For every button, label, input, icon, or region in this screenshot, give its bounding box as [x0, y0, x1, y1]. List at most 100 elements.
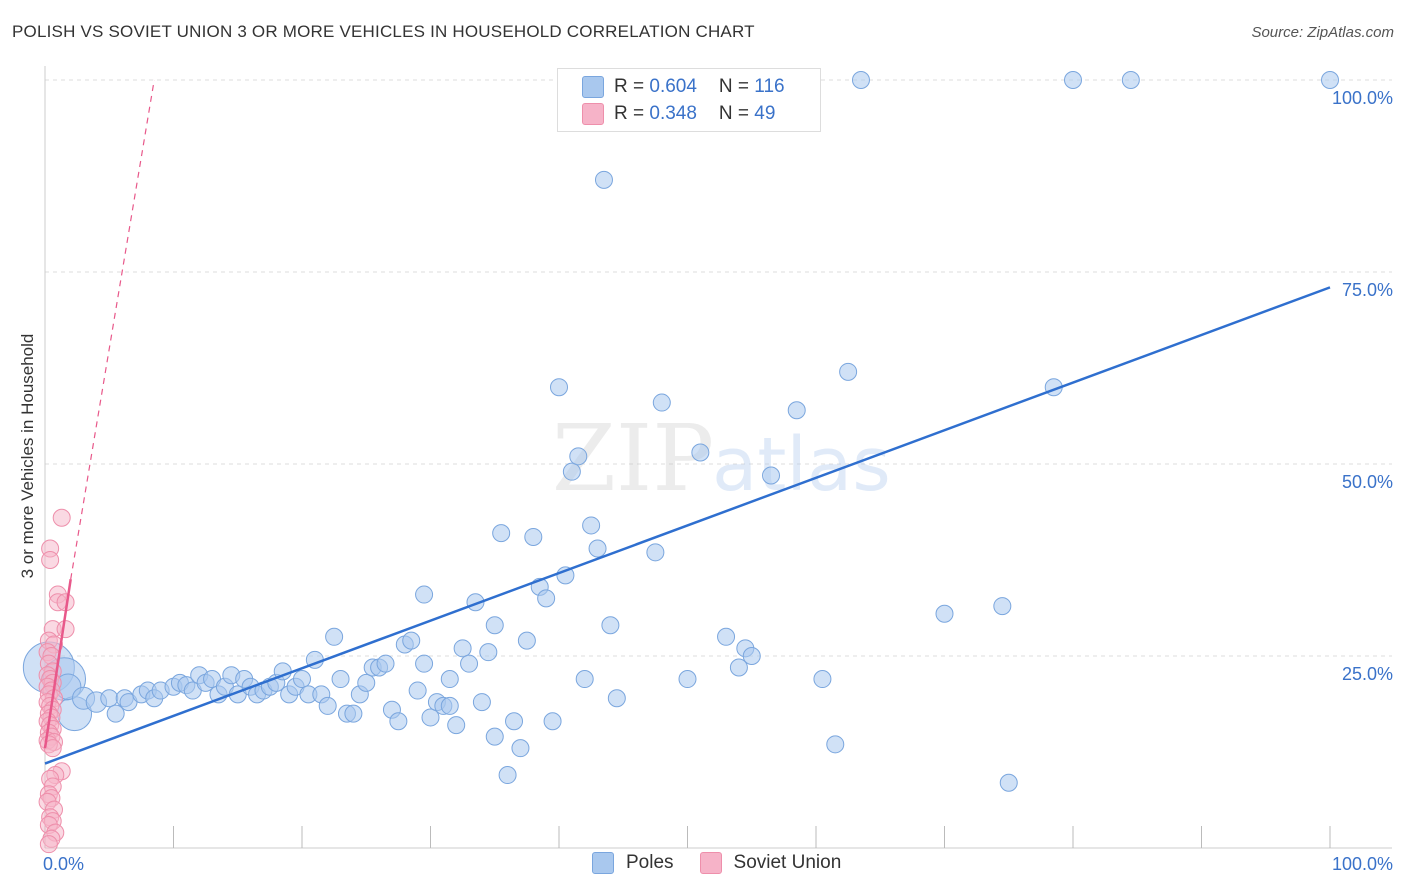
- point-poles: [106, 704, 125, 723]
- legend-swatch-soviet: [582, 103, 604, 125]
- point-poles: [999, 773, 1018, 792]
- point-poles: [511, 739, 530, 758]
- point-poles: [517, 631, 536, 650]
- point-poles: [357, 673, 376, 692]
- point-poles: [100, 689, 119, 708]
- legend-n-value: 49: [754, 103, 776, 124]
- point-poles: [415, 654, 434, 673]
- point-poles: [415, 585, 434, 604]
- point-poles: [485, 616, 504, 635]
- point-poles: [524, 527, 543, 546]
- legend-n-label: N =: [718, 103, 755, 124]
- point-poles: [479, 643, 498, 662]
- series-legend-poles: Poles: [592, 852, 674, 874]
- point-poles: [717, 627, 736, 646]
- point-poles: [537, 589, 556, 608]
- y-tick-label: 100.0%: [1332, 88, 1393, 108]
- soviet-points: [38, 508, 75, 854]
- point-poles: [1121, 71, 1140, 89]
- point-poles: [402, 631, 421, 650]
- point-poles: [550, 378, 568, 397]
- point-poles: [935, 604, 954, 623]
- point-poles: [787, 401, 806, 420]
- point-soviet: [41, 551, 60, 569]
- y-axis-label: 3 or more Vehicles in Household: [18, 333, 37, 579]
- series-name-poles: Poles: [626, 852, 674, 873]
- trend-line-soviet: [43, 579, 72, 749]
- point-soviet: [39, 835, 58, 854]
- point-poles: [1064, 71, 1082, 89]
- x-tick-label-max: 100.0%: [1332, 854, 1393, 874]
- point-poles: [607, 689, 626, 708]
- point-soviet: [52, 508, 71, 527]
- point-poles: [588, 539, 607, 558]
- point-poles: [389, 712, 408, 731]
- point-poles: [993, 597, 1012, 616]
- point-poles: [440, 670, 459, 689]
- series-legend: Poles Soviet Union: [592, 852, 867, 874]
- legend-n-label: N =: [718, 76, 755, 97]
- legend-box: R = 0.604 N = 116 R = 0.348 N = 49: [557, 68, 821, 132]
- point-soviet: [43, 739, 62, 758]
- point-poles: [762, 466, 781, 485]
- point-poles: [742, 647, 761, 665]
- point-poles: [498, 766, 517, 785]
- point-poles: [594, 170, 613, 189]
- point-poles: [678, 670, 697, 689]
- point-poles: [1321, 71, 1339, 89]
- watermark-atlas: atlas: [712, 422, 891, 508]
- trend-line-soviet-extension: [70, 79, 155, 580]
- source-label: Source: ZipAtlas.com: [1251, 24, 1394, 41]
- point-poles: [646, 543, 665, 562]
- point-poles: [331, 670, 350, 689]
- point-poles: [460, 654, 479, 673]
- point-poles: [293, 670, 311, 689]
- point-poles: [851, 71, 870, 89]
- point-poles: [601, 616, 620, 635]
- point-poles: [839, 362, 858, 381]
- point-poles: [440, 696, 459, 715]
- grid-lines: [45, 79, 1392, 657]
- point-poles: [562, 462, 581, 481]
- point-soviet: [56, 620, 75, 639]
- point-poles: [485, 727, 504, 746]
- series-legend-soviet: Soviet Union: [699, 852, 842, 874]
- point-poles: [569, 447, 588, 466]
- point-poles: [408, 681, 427, 700]
- legend-n-value: 116: [754, 76, 785, 97]
- legend-r-label: R =: [614, 103, 650, 124]
- legend-r-label: R =: [614, 76, 650, 97]
- x-tick-label-min: 0.0%: [43, 854, 84, 874]
- legend-row-poles: R = 0.604 N = 116: [582, 76, 785, 98]
- point-poles: [344, 704, 363, 723]
- legend-swatch-poles: [582, 76, 604, 98]
- legend-row-soviet: R = 0.348 N = 49: [582, 103, 776, 125]
- point-poles: [472, 693, 491, 712]
- series-name-soviet: Soviet Union: [733, 852, 842, 873]
- trend-lines: [43, 79, 1331, 765]
- point-poles: [691, 443, 710, 462]
- point-poles: [453, 639, 472, 658]
- point-poles: [575, 670, 594, 689]
- point-poles: [582, 516, 601, 535]
- point-poles: [729, 658, 748, 677]
- point-poles: [826, 735, 845, 754]
- y-tick-label: 75.0%: [1342, 280, 1393, 300]
- point-poles: [325, 627, 344, 646]
- y-tick-label: 25.0%: [1342, 664, 1393, 684]
- tick-labels: 25.0% 50.0% 75.0% 100.0% 0.0% 100.0%: [43, 88, 1393, 874]
- point-poles: [492, 524, 511, 543]
- y-tick-label: 50.0%: [1342, 472, 1393, 492]
- point-poles: [652, 393, 671, 412]
- legend-r-value: 0.348: [649, 103, 697, 124]
- point-poles: [813, 670, 832, 689]
- chart-title: POLISH VS SOVIET UNION 3 OR MORE VEHICLE…: [12, 22, 755, 41]
- series-swatch-poles: [592, 852, 614, 874]
- point-poles: [421, 708, 440, 727]
- trend-line-poles: [44, 286, 1331, 765]
- point-poles: [318, 696, 337, 715]
- legend-r-value: 0.604: [649, 76, 697, 97]
- point-poles: [505, 712, 524, 731]
- point-poles: [376, 654, 395, 673]
